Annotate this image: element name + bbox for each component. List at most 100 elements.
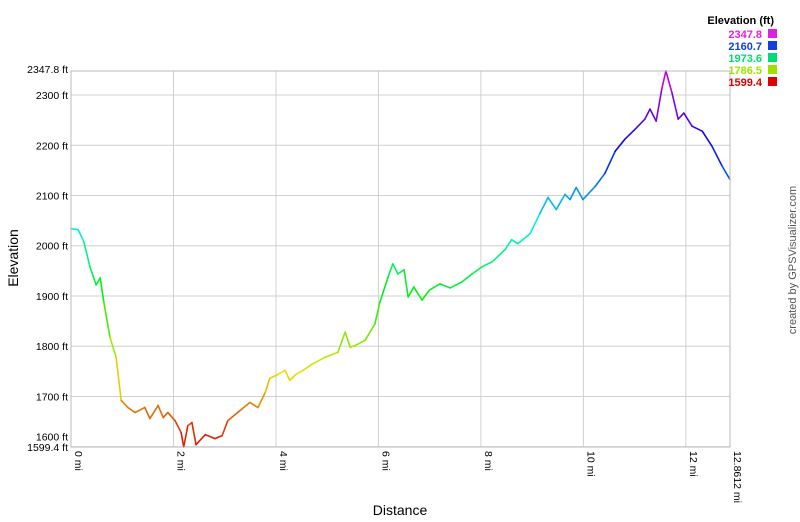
profile-segment bbox=[95, 277, 102, 286]
profile-segment bbox=[421, 289, 431, 301]
legend-label: 1973.6 bbox=[728, 53, 762, 65]
profile-segment bbox=[264, 377, 271, 394]
profile-segment bbox=[701, 130, 713, 148]
profile-segment bbox=[157, 404, 165, 419]
x-tick-label: 8 mi bbox=[482, 451, 494, 471]
legend-title: Elevation (ft) bbox=[707, 15, 774, 27]
profile-segment bbox=[660, 70, 667, 90]
x-tick-label: 12.8612 mi bbox=[731, 451, 743, 503]
legend-label: 1599.4 bbox=[728, 77, 763, 89]
x-tick-label: 6 mi bbox=[379, 451, 391, 471]
profile-segment bbox=[547, 196, 558, 211]
profile-segment bbox=[575, 186, 584, 201]
profile-segment bbox=[143, 406, 151, 420]
profile-segment bbox=[449, 281, 463, 289]
profile-segment bbox=[162, 411, 169, 419]
legend-swatch bbox=[768, 29, 777, 38]
profile-segment bbox=[102, 301, 111, 338]
profile-segment bbox=[311, 356, 326, 366]
y-axis-title: Elevation bbox=[5, 229, 21, 287]
profile-segment bbox=[239, 401, 251, 412]
profile-segment bbox=[221, 419, 229, 437]
profile-segment bbox=[555, 193, 566, 211]
profile-segment bbox=[134, 406, 146, 414]
profile-segment bbox=[671, 92, 679, 120]
profile-segment bbox=[288, 373, 297, 382]
y-tick-label: 1700 ft bbox=[36, 391, 68, 403]
profile-segment bbox=[379, 276, 389, 303]
profile-segment bbox=[387, 263, 394, 278]
profile-segment bbox=[89, 266, 97, 286]
x-tick-label: 0 mi bbox=[72, 451, 84, 471]
profile-segment bbox=[461, 273, 474, 283]
y-tick-label: 1599.4 ft bbox=[27, 442, 68, 454]
profile-segment bbox=[428, 283, 441, 291]
profile-segment bbox=[634, 118, 646, 130]
x-tick-label: 10 mi bbox=[584, 451, 596, 477]
profile-segment bbox=[357, 339, 366, 346]
profile-segment bbox=[665, 70, 673, 94]
profile-segment bbox=[77, 228, 85, 243]
profile-segment bbox=[374, 301, 381, 325]
profile-segment bbox=[364, 323, 376, 341]
profile-segment bbox=[284, 369, 291, 382]
profile-segment bbox=[604, 150, 616, 175]
profile-segment bbox=[70, 227, 79, 231]
profile-segment bbox=[510, 238, 519, 245]
profile-segment bbox=[249, 401, 259, 409]
profile-segment bbox=[691, 125, 704, 132]
profile-segment bbox=[582, 185, 596, 201]
profile-segment bbox=[677, 112, 685, 120]
legend-label: 1786.5 bbox=[728, 65, 762, 77]
profile-segment bbox=[99, 277, 105, 303]
profile-segment bbox=[491, 248, 506, 263]
profile-segment bbox=[504, 238, 513, 251]
profile-segment bbox=[349, 343, 359, 349]
profile-segment bbox=[721, 165, 731, 181]
legend-swatch bbox=[768, 41, 777, 50]
profile-segment bbox=[324, 351, 339, 359]
profile-segment bbox=[407, 286, 415, 298]
legend-swatch bbox=[768, 65, 777, 74]
profile-segment bbox=[649, 108, 657, 122]
profile-segment bbox=[302, 363, 313, 372]
profile-segment bbox=[569, 186, 578, 201]
grid bbox=[70, 70, 731, 448]
profile-segment bbox=[204, 433, 216, 440]
profile-segment bbox=[191, 421, 197, 446]
y-tick-label: 1900 ft bbox=[36, 291, 68, 303]
legend-swatch bbox=[768, 53, 777, 62]
credit-text: created by GPSVisualizer.com bbox=[787, 186, 799, 334]
profile-segment bbox=[517, 232, 531, 245]
y-tick-label: 1600 ft bbox=[36, 432, 68, 444]
y-tick-label: 2100 ft bbox=[36, 190, 68, 202]
legend: Elevation (ft) 2347.82160.71973.61786.51… bbox=[707, 15, 777, 89]
x-tick-label: 4 mi bbox=[277, 451, 289, 471]
profile-segment bbox=[344, 331, 352, 349]
profile-segment bbox=[564, 193, 571, 201]
profile-segment bbox=[397, 269, 405, 275]
profile-segment bbox=[655, 88, 663, 122]
profile-segment bbox=[644, 108, 651, 120]
x-tick-label: 12 mi bbox=[687, 451, 699, 477]
profile-segment bbox=[337, 331, 346, 354]
legend-swatch bbox=[768, 77, 777, 86]
profile-segment bbox=[683, 112, 693, 127]
profile-segment bbox=[529, 212, 541, 235]
x-axis-title: Distance bbox=[373, 502, 428, 517]
y-tick-label: 1800 ft bbox=[36, 341, 68, 353]
y-tick-label: 2347.8 ft bbox=[27, 64, 68, 76]
profile-segment bbox=[269, 373, 279, 380]
profile-segment bbox=[403, 269, 409, 298]
profile-segment bbox=[594, 172, 606, 188]
profile-segment bbox=[83, 240, 91, 268]
y-tick-label: 2000 ft bbox=[36, 241, 68, 253]
profile-segment bbox=[120, 399, 129, 409]
profile-segment bbox=[226, 409, 241, 422]
profile-segment bbox=[539, 196, 549, 215]
profile-segment bbox=[614, 138, 626, 153]
profile-segment bbox=[277, 369, 286, 376]
profile-segment bbox=[257, 391, 266, 409]
